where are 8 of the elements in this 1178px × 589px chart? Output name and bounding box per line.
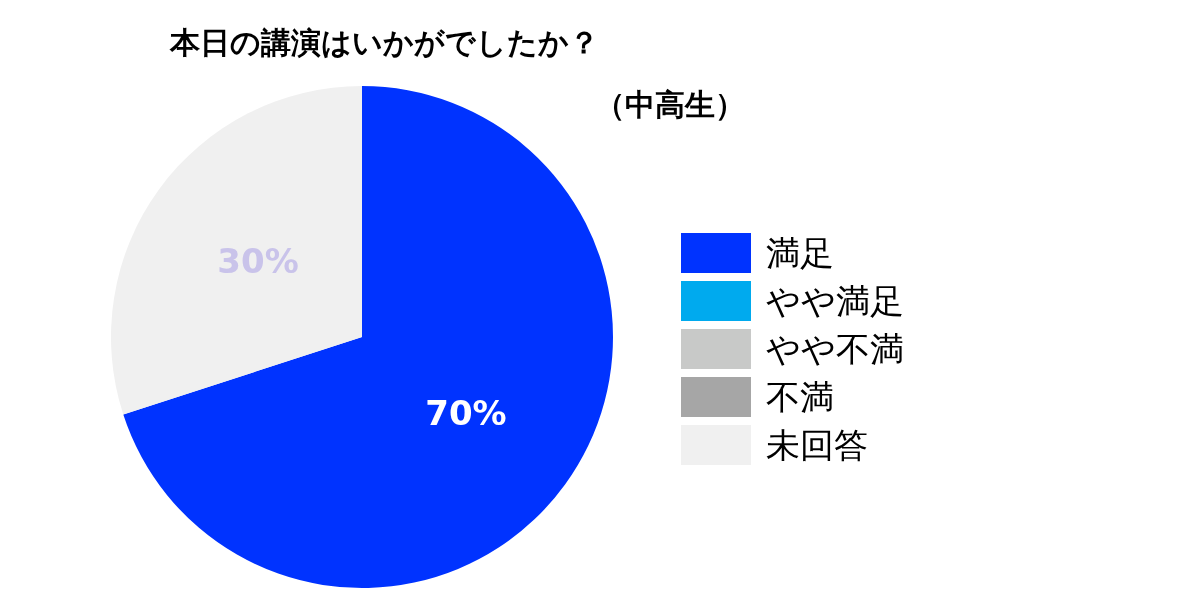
- chart-title: 本日の講演はいかがでしたか？: [169, 24, 599, 60]
- data-label: 70%: [425, 392, 507, 433]
- legend-label: 満足: [766, 233, 834, 273]
- chart-subtitle: （中高生）: [595, 86, 745, 122]
- legend-label: やや満足: [766, 281, 904, 321]
- legend-label: 不満: [766, 377, 834, 417]
- legend-label: やや不満: [766, 329, 904, 369]
- legend-label: 未回答: [766, 425, 868, 465]
